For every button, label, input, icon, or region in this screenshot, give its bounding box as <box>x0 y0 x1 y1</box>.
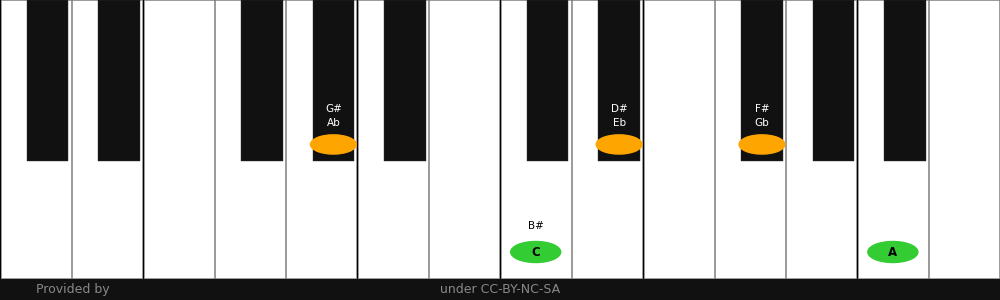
Circle shape <box>310 135 356 154</box>
Text: under CC-BY-NC-SA: under CC-BY-NC-SA <box>440 284 560 296</box>
Bar <box>786 0 856 278</box>
Bar <box>0 278 1000 300</box>
Text: Provided by: Provided by <box>36 284 109 296</box>
Bar <box>72 0 142 278</box>
Bar <box>813 0 854 161</box>
Bar <box>429 0 499 278</box>
Bar <box>215 0 285 278</box>
Bar <box>572 0 642 278</box>
Bar <box>98 0 140 161</box>
Text: F#: F# <box>755 104 769 114</box>
Bar <box>501 0 571 278</box>
Bar <box>27 0 68 161</box>
Text: Gb: Gb <box>755 118 769 128</box>
Text: G#: G# <box>325 104 342 114</box>
Bar <box>241 0 283 161</box>
Bar <box>858 0 928 278</box>
Bar <box>527 0 568 161</box>
Bar <box>715 0 785 278</box>
Circle shape <box>511 242 561 262</box>
Bar <box>286 0 356 278</box>
Bar <box>144 0 214 278</box>
Circle shape <box>739 135 785 154</box>
Text: A: A <box>888 245 897 259</box>
Bar <box>884 0 926 161</box>
Bar <box>598 0 640 161</box>
Bar <box>358 0 428 278</box>
Text: C: C <box>531 245 540 259</box>
Bar <box>929 0 999 278</box>
Bar <box>313 0 354 161</box>
Text: D#: D# <box>611 104 627 114</box>
Bar <box>741 0 783 161</box>
Bar <box>644 0 714 278</box>
Circle shape <box>596 135 642 154</box>
Bar <box>384 0 426 161</box>
Text: Eb: Eb <box>613 118 626 128</box>
Circle shape <box>868 242 918 262</box>
Text: B#: B# <box>528 221 544 231</box>
Text: Ab: Ab <box>326 118 340 128</box>
Bar <box>1 0 71 278</box>
